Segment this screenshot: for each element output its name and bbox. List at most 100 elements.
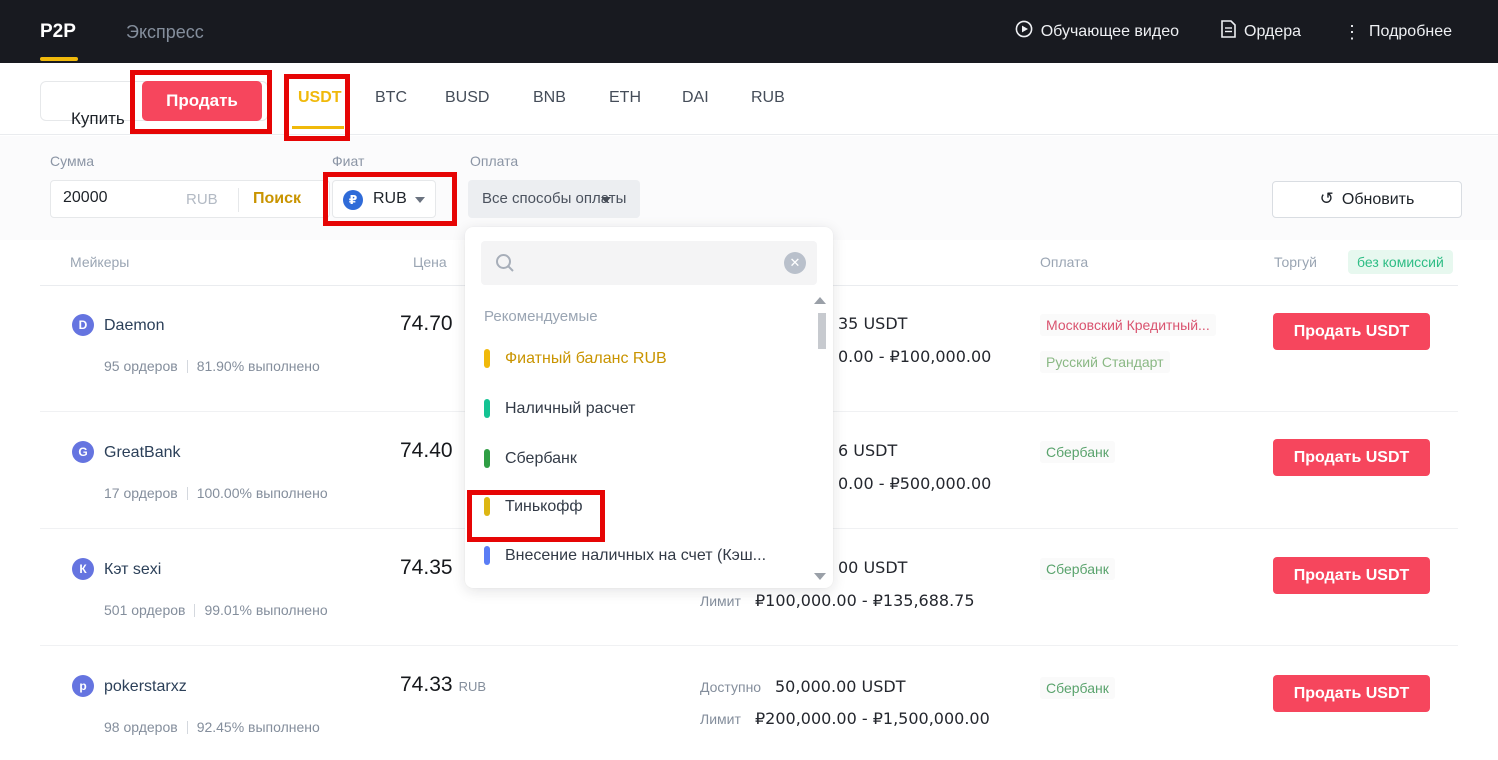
dropdown-item-sberbank[interactable]: Сбербанк: [484, 449, 577, 468]
filters-bar: Сумма RUB Поиск Фиат ₽ RUB Оплата Все сп…: [0, 136, 1498, 240]
avatar: G: [72, 441, 94, 463]
available-amount: 35 USDT: [838, 314, 908, 333]
sell-usdt-button[interactable]: Продать USDT: [1273, 675, 1430, 712]
maker-name[interactable]: Кэт sexi: [104, 561, 162, 578]
sell-usdt-button[interactable]: Продать USDT: [1273, 439, 1430, 476]
price-currency: RUB: [458, 679, 487, 694]
price: 74.33 RUB: [400, 673, 486, 697]
tab-bnb[interactable]: BNB: [533, 89, 566, 106]
limit-range: ₽200,000.00 - ₽1,500,000.00: [755, 709, 990, 728]
dropdown-item-cash[interactable]: Наличный расчет: [484, 399, 635, 418]
orders-label: Ордера: [1244, 22, 1302, 40]
buy-tab[interactable]: Купить: [71, 109, 125, 128]
completion-rate: 92.45% выполнено: [196, 719, 320, 735]
maker-name[interactable]: pokerstarxz: [104, 678, 187, 695]
divider: [238, 188, 239, 212]
color-bar-icon: [484, 399, 490, 418]
dropdown-item-label: Тинькофф: [505, 497, 583, 515]
orders-link[interactable]: Ордера: [1221, 20, 1301, 43]
scroll-up-icon[interactable]: [814, 297, 826, 304]
divider: [40, 645, 1458, 646]
document-icon: [1221, 20, 1236, 43]
sell-tab[interactable]: Продать: [142, 81, 262, 121]
tab-dai[interactable]: DAI: [682, 89, 709, 106]
maker-stats: 501 ордеров 99.01% выполнено: [104, 602, 328, 618]
available-amount: 6 USDT: [838, 441, 898, 460]
payment-method-badge: Русский Стандарт: [1040, 351, 1170, 373]
dropdown-search-input[interactable]: [523, 251, 763, 268]
color-bar-icon: [484, 497, 490, 516]
amount-label: Сумма: [50, 153, 94, 169]
no-fee-badge: без комиссий: [1348, 250, 1453, 274]
available-amount: 00 USDT: [838, 558, 908, 577]
play-circle-icon: [1015, 20, 1033, 43]
sell-usdt-button[interactable]: Продать USDT: [1273, 313, 1430, 350]
price: 74.35: [400, 556, 453, 579]
tutorial-video-label: Обучающее видео: [1040, 22, 1179, 40]
available-label: Доступно: [700, 679, 762, 695]
tabs-row: Купить Продать USDT BTC BUSD BNB ETH DAI…: [0, 63, 1498, 135]
fiat-select[interactable]: ₽ RUB: [332, 180, 436, 218]
dropdown-search-box: ✕: [481, 241, 817, 285]
color-bar-icon: [484, 349, 490, 368]
price: 74.40: [400, 439, 453, 462]
p2p-active-underline: [40, 57, 78, 61]
scrollbar-thumb[interactable]: [818, 313, 826, 349]
dropdown-item-tinkoff[interactable]: Тинькофф: [484, 497, 583, 516]
search-button[interactable]: Поиск: [253, 190, 302, 207]
amount-input[interactable]: [63, 189, 178, 207]
orders-count: 95 ордеров: [104, 358, 178, 374]
kebab-icon: ⋮: [1343, 21, 1362, 42]
usdt-active-underline: [292, 126, 344, 129]
amount-field-group: RUB Поиск: [50, 180, 330, 218]
avatar: p: [72, 675, 94, 697]
clear-icon[interactable]: ✕: [784, 252, 806, 274]
maker-name[interactable]: GreatBank: [104, 444, 181, 461]
payment-method-badge: Московский Кредитный...: [1040, 314, 1216, 336]
scrollbar[interactable]: [814, 297, 828, 580]
maker-name[interactable]: Daemon: [104, 317, 165, 334]
scroll-down-icon[interactable]: [814, 573, 826, 580]
payment-dropdown-panel: ✕ Рекомендуемые Фиатный баланс RUB Налич…: [465, 227, 833, 588]
maker-stats: 95 ордеров 81.90% выполнено: [104, 358, 320, 374]
payment-select[interactable]: Все способы оплаты: [468, 180, 640, 218]
payment-label: Оплата: [470, 153, 519, 169]
avatar: К: [72, 558, 94, 580]
more-label: Подробнее: [1369, 22, 1452, 40]
fiat-label: Фиат: [332, 153, 365, 169]
dropdown-section-title: Рекомендуемые: [484, 308, 598, 325]
dropdown-item-fiat-balance[interactable]: Фиатный баланс RUB: [484, 349, 667, 368]
dropdown-item-cash-deposit[interactable]: Внесение наличных на счет (Кэш...: [484, 546, 766, 565]
payment-method-badge: Сбербанк: [1040, 677, 1115, 699]
tab-eth[interactable]: ETH: [609, 89, 641, 106]
avatar: D: [72, 314, 94, 336]
chevron-down-icon: [601, 197, 611, 203]
refresh-icon: ↺: [1319, 189, 1334, 209]
limit-range: 0.00 - ₽100,000.00: [838, 347, 992, 366]
tab-btc[interactable]: BTC: [375, 89, 407, 106]
maker-stats: 98 ордеров 92.45% выполнено: [104, 719, 320, 735]
price: 74.70: [400, 312, 453, 335]
sell-usdt-button[interactable]: Продать USDT: [1273, 557, 1430, 594]
color-bar-icon: [484, 449, 490, 468]
refresh-button[interactable]: ↺ Обновить: [1272, 181, 1462, 218]
col-makers: Мейкеры: [70, 254, 130, 270]
tutorial-video-link[interactable]: Обучающее видео: [1015, 20, 1179, 43]
tab-busd[interactable]: BUSD: [445, 89, 490, 106]
orders-count: 501 ордеров: [104, 602, 186, 618]
payment-method-badge: Сбербанк: [1040, 558, 1115, 580]
dropdown-item-label: Внесение наличных на счет (Кэш...: [505, 546, 767, 564]
limit-label: Лимит: [700, 711, 741, 727]
nav-right-group: Обучающее видео Ордера ⋮ Подробнее: [1015, 0, 1452, 63]
tab-p2p[interactable]: P2P: [40, 21, 76, 42]
more-menu[interactable]: ⋮ Подробнее: [1343, 23, 1452, 41]
ruble-coin-icon: ₽: [343, 190, 363, 210]
divider: [194, 603, 196, 617]
fiat-selected-value: RUB: [373, 190, 407, 207]
tab-usdt[interactable]: USDT: [298, 89, 342, 106]
dropdown-item-label: Сбербанк: [505, 449, 577, 467]
tab-express[interactable]: Экспресс: [126, 22, 204, 42]
limit-label: Лимит: [700, 593, 741, 609]
tab-rub[interactable]: RUB: [751, 89, 785, 106]
